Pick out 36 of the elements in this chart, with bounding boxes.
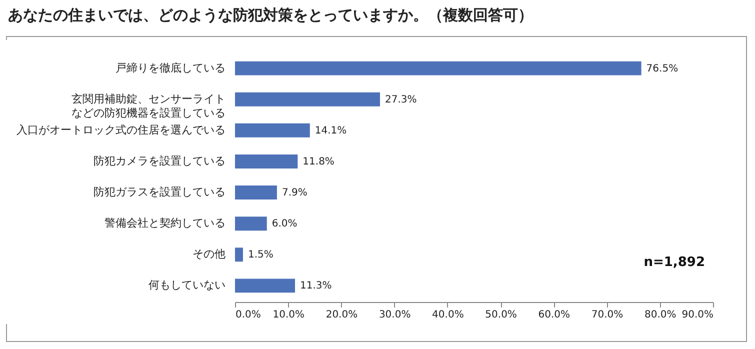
- x-tick-label: 30.0%: [378, 310, 411, 320]
- y-tick-label: 入口がオートロック式の住居を選んでいる: [16, 123, 226, 136]
- y-tick-label: その他: [192, 248, 226, 261]
- data-label: 1.5%: [248, 250, 274, 261]
- x-tick-label: 80.0%: [644, 310, 676, 320]
- y-tick-label: 防犯カメラを設置している: [94, 154, 226, 168]
- data-label: 27.3%: [384, 94, 417, 106]
- x-tick-label: 90.0%: [682, 310, 714, 320]
- x-tick-label: 20.0%: [326, 310, 358, 320]
- bar: [235, 278, 296, 293]
- bar: [235, 248, 243, 262]
- x-tick-label: 70.0%: [591, 310, 624, 320]
- data-label: 7.9%: [282, 188, 308, 199]
- x-tick-label: 40.0%: [432, 310, 464, 320]
- data-label: 11.8%: [302, 156, 334, 168]
- y-tick-label: 玄関用補助錠、センサーライトなどの防犯機器を設置している: [72, 92, 226, 120]
- y-tick-label: 戸締りを徹底している: [116, 61, 226, 74]
- y-tick-label: 防犯ガラスを設置している: [94, 186, 226, 199]
- data-label: 14.1%: [314, 125, 347, 136]
- x-tick-label: 10.0%: [272, 310, 304, 320]
- bar: [235, 123, 310, 138]
- bar: [235, 92, 380, 106]
- data-label: 11.3%: [300, 280, 332, 292]
- chart-title: あなたの住まいでは、どのような防犯対策をとっていますか。（複数回答可）: [8, 6, 533, 25]
- y-tick-label: 何もしていない: [148, 278, 226, 292]
- x-tick-label: 60.0%: [538, 310, 570, 320]
- x-tick-label: 0.0%: [236, 310, 261, 320]
- data-label: 6.0%: [272, 218, 298, 230]
- bar: [235, 61, 642, 76]
- y-tick-label: 警備会社と契約している: [104, 216, 226, 230]
- bar: [235, 186, 277, 200]
- bar: [235, 216, 267, 231]
- annotation: n=1,892: [644, 255, 705, 270]
- x-tick-label: 50.0%: [485, 310, 517, 320]
- data-label: 76.5%: [646, 63, 678, 74]
- bar: [235, 154, 298, 168]
